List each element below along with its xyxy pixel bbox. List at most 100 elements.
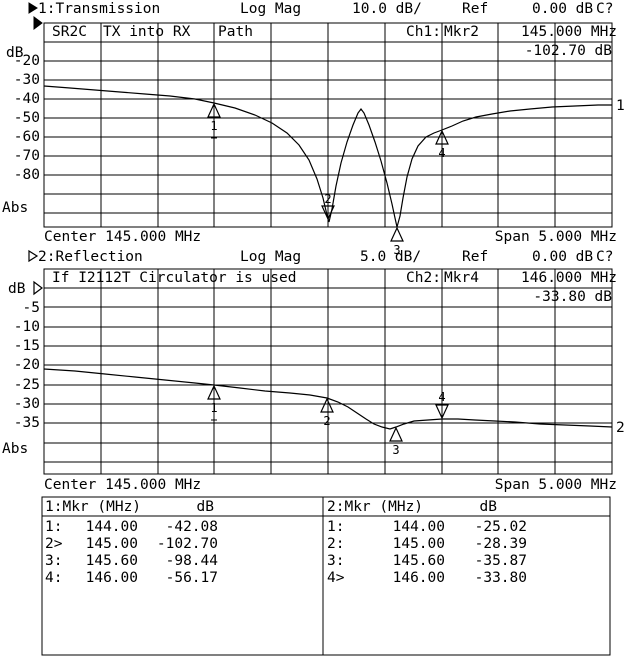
t1-r4-db: -56.17 [166, 570, 218, 586]
ch1-marker2-triangle [321, 205, 335, 221]
ch1-readout-marker: Mkr2 [444, 24, 479, 40]
ch2-markers: 1 2 3 4 [207, 384, 449, 457]
t2-r1-label: 1: [327, 519, 344, 535]
ch2-tick: -30 [14, 396, 40, 412]
table2-header: 2:Mkr (MHz) [327, 499, 423, 515]
ch1-marker4-triangle [435, 129, 449, 145]
t1-r4-freq: 146.00 [86, 570, 138, 586]
chart2-grid [43, 268, 613, 475]
ch1-grid-title-2: TX into RX [103, 24, 191, 40]
ch2-ref-value: 0.00 dB [532, 249, 593, 265]
ch2-marker3-triangle [389, 426, 403, 442]
ch1-abs-label: Abs [2, 200, 28, 216]
ch1-span-label: Span 5.000 MHz [495, 229, 617, 245]
table-row: 1: 144.00 -25.02 [327, 519, 527, 535]
table1-header: 1:Mkr (MHz) [45, 499, 141, 515]
ch1-grid-title-3: Path [218, 24, 253, 40]
ch1-marker3-number: 3 [393, 243, 400, 257]
ch2-marker4-number: 4 [438, 390, 445, 404]
ch1-marker4-number: 4 [438, 146, 445, 160]
ch2-marker1-number: 1 [210, 401, 217, 415]
ch1-grid-title-1: SR2C [52, 24, 87, 40]
table-row: 3: 145.60 -35.87 [327, 553, 527, 569]
marker-table-ch1: 1:Mkr (MHz) dB 1: 144.00 -42.08 2> 145.0… [45, 499, 218, 586]
ch1-format: Log Mag [240, 1, 301, 17]
table-row: 2: 145.00 -28.39 [327, 536, 527, 552]
t2-r2-freq: 145.00 [393, 536, 445, 552]
ch1-unit-label: dB [6, 45, 24, 61]
ch1-ref-value: 0.00 dB [532, 1, 593, 17]
ch1-tick: -40 [14, 91, 40, 107]
ch2-readout-marker: Mkr4 [444, 270, 479, 286]
t2-r4-db: -33.80 [475, 570, 527, 586]
t1-r1-freq: 144.00 [86, 519, 138, 535]
ch1-tick: -60 [14, 129, 40, 145]
ch1-tick: -50 [14, 110, 40, 126]
marker-table-ch2: 2:Mkr (MHz) dB 1: 144.00 -25.02 2: 145.0… [327, 499, 527, 586]
ch2-grid-title-1: If I2112T Circulator is used [52, 270, 296, 286]
ch2-inactive-pointer-icon [28, 249, 39, 263]
ch2-tick: -15 [14, 338, 40, 354]
t1-r2-db: -102.70 [157, 536, 218, 552]
t1-r1-label: 1: [45, 519, 62, 535]
ch1-marker1-triangle [207, 102, 221, 118]
ch1-marker3-triangle [390, 226, 404, 242]
table-row: 2> 145.00 -102.70 [45, 536, 218, 552]
ch2-readout-channel: Ch2: [406, 270, 441, 286]
t1-r4-label: 4: [45, 570, 62, 586]
ch1-center-label: Center 145.000 MHz [44, 229, 201, 245]
t1-r2-freq: 145.00 [86, 536, 138, 552]
ch2-tick: -35 [14, 415, 40, 431]
ch2-ref-pointer-icon [33, 280, 43, 296]
ch1-ref-pointer-icon [33, 16, 43, 30]
t2-r4-label: 4> [327, 570, 345, 586]
chart2-annotations: If I2112T Circulator is used Ch2: Mkr4 1… [52, 270, 617, 305]
ch2-marker4-triangle [435, 404, 449, 420]
ch2-format: Log Mag [240, 249, 301, 265]
t1-r1-db: -42.08 [166, 519, 218, 535]
ch1-tick: -30 [14, 72, 40, 88]
ch1-marker2-number: 2 [324, 192, 331, 206]
marker-table-box [41, 496, 611, 656]
ch2-marker3-number: 3 [392, 443, 399, 457]
t1-r2-label: 2> [45, 536, 63, 552]
ch1-marker1-number: 1 [210, 119, 217, 133]
ch2-marker2-triangle [320, 397, 334, 413]
ch2-tick: -5 [23, 300, 40, 316]
ch2-tick: -10 [14, 319, 40, 335]
ch2-readout-freq: 146.000 MHz [521, 270, 617, 286]
ch2-tick: -20 [14, 357, 40, 373]
table-row: 4> 146.00 -33.80 [327, 570, 527, 586]
ch1-readout-value: -102.70 dB [525, 43, 613, 59]
ch1-tick: -20 [14, 53, 40, 69]
t1-r3-label: 3: [45, 553, 62, 569]
ch1-header: 1:Transmission Log Mag 10.0 dB/ Ref 0.00… [28, 1, 613, 17]
t1-r3-freq: 145.60 [86, 553, 138, 569]
t2-r4-freq: 146.00 [393, 570, 445, 586]
chart1-annotations: SR2C TX into RX Path Ch1: Mkr2 145.000 M… [52, 24, 617, 59]
ch2-trace [43, 368, 613, 430]
t2-r1-db: -25.02 [475, 519, 527, 535]
ch1-tick: -70 [14, 148, 40, 164]
t2-r3-label: 3: [327, 553, 344, 569]
table-row: 3: 145.60 -98.44 [45, 553, 218, 569]
ch2-ref-label: Ref [462, 249, 488, 265]
chart2-y-axis: dB -5 -10 -15 -20 -25 -30 -35 Abs [2, 280, 43, 457]
t2-r2-db: -28.39 [475, 536, 527, 552]
ch2-marker2-number: 2 [323, 414, 330, 428]
table-row: 4: 146.00 -56.17 [45, 570, 218, 586]
ch2-unit-label: dB [8, 281, 26, 297]
ch2-abs-label: Abs [2, 441, 28, 457]
ch1-markers: 1 2 3 4 [207, 102, 449, 257]
ch2-span-label: Span 5.000 MHz [495, 477, 617, 493]
table-row: 1: 144.00 -42.08 [45, 519, 218, 535]
ch2-center-label: Center 145.000 MHz [44, 477, 201, 493]
ch2-title: 2:Reflection [38, 249, 143, 265]
ch1-cal-status: C? [596, 1, 613, 17]
t2-r3-db: -35.87 [475, 553, 527, 569]
t1-r3-db: -98.44 [166, 553, 219, 569]
ch2-marker1-triangle [207, 384, 221, 400]
t2-r2-label: 2: [327, 536, 344, 552]
